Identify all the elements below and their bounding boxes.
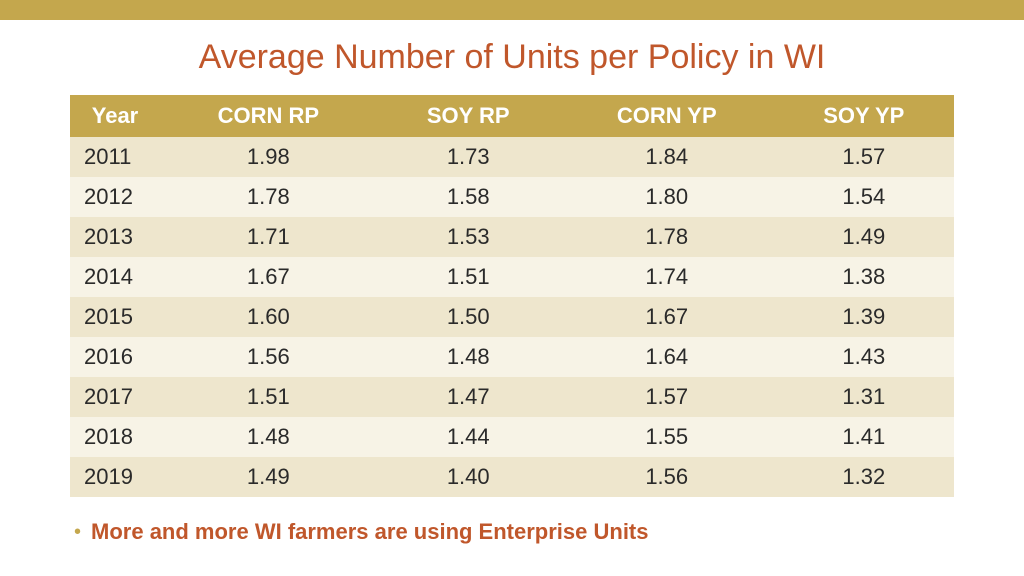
cell: 1.47 [377,377,560,417]
table-row: 20181.481.441.551.41 [70,417,954,457]
cell: 1.49 [774,217,954,257]
cell: 1.57 [774,137,954,177]
cell: 2017 [70,377,160,417]
cell: 1.54 [774,177,954,217]
col-soy-yp: SOY YP [774,95,954,137]
cell: 2019 [70,457,160,497]
table-row: 20111.981.731.841.57 [70,137,954,177]
cell: 1.56 [560,457,774,497]
cell: 1.74 [560,257,774,297]
cell: 1.31 [774,377,954,417]
table-row: 20151.601.501.671.39 [70,297,954,337]
cell: 2012 [70,177,160,217]
accent-bar [0,0,1024,20]
cell: 1.49 [160,457,377,497]
page-title: Average Number of Units per Policy in WI [70,38,954,77]
table-row: 20161.561.481.641.43 [70,337,954,377]
cell: 1.48 [377,337,560,377]
cell: 1.73 [377,137,560,177]
cell: 1.58 [377,177,560,217]
col-corn-rp: CORN RP [160,95,377,137]
cell: 1.60 [160,297,377,337]
table-body: 20111.981.731.841.57 20121.781.581.801.5… [70,137,954,497]
cell: 1.41 [774,417,954,457]
cell: 1.71 [160,217,377,257]
cell: 1.40 [377,457,560,497]
cell: 1.67 [560,297,774,337]
cell: 1.57 [560,377,774,417]
cell: 1.64 [560,337,774,377]
col-year: Year [70,95,160,137]
cell: 1.51 [160,377,377,417]
table-row: 20191.491.401.561.32 [70,457,954,497]
cell: 1.67 [160,257,377,297]
cell: 1.56 [160,337,377,377]
cell: 2018 [70,417,160,457]
table-row: 20131.711.531.781.49 [70,217,954,257]
slide-content: Average Number of Units per Policy in WI… [0,20,1024,545]
cell: 1.78 [160,177,377,217]
bullet-text: More and more WI farmers are using Enter… [91,519,648,545]
cell: 1.84 [560,137,774,177]
cell: 1.78 [560,217,774,257]
cell: 1.43 [774,337,954,377]
col-corn-yp: CORN YP [560,95,774,137]
cell: 1.98 [160,137,377,177]
cell: 2011 [70,137,160,177]
cell: 1.51 [377,257,560,297]
bullet-line: • More and more WI farmers are using Ent… [70,519,954,545]
units-table: Year CORN RP SOY RP CORN YP SOY YP 20111… [70,95,954,497]
cell: 1.39 [774,297,954,337]
table-row: 20171.511.471.571.31 [70,377,954,417]
cell: 2014 [70,257,160,297]
bullet-dot-icon: • [74,522,81,542]
cell: 1.80 [560,177,774,217]
cell: 1.48 [160,417,377,457]
cell: 1.38 [774,257,954,297]
table-row: 20121.781.581.801.54 [70,177,954,217]
cell: 1.55 [560,417,774,457]
cell: 2016 [70,337,160,377]
cell: 1.53 [377,217,560,257]
table-row: 20141.671.511.741.38 [70,257,954,297]
cell: 1.32 [774,457,954,497]
col-soy-rp: SOY RP [377,95,560,137]
cell: 1.50 [377,297,560,337]
cell: 2015 [70,297,160,337]
cell: 1.44 [377,417,560,457]
table-header-row: Year CORN RP SOY RP CORN YP SOY YP [70,95,954,137]
cell: 2013 [70,217,160,257]
